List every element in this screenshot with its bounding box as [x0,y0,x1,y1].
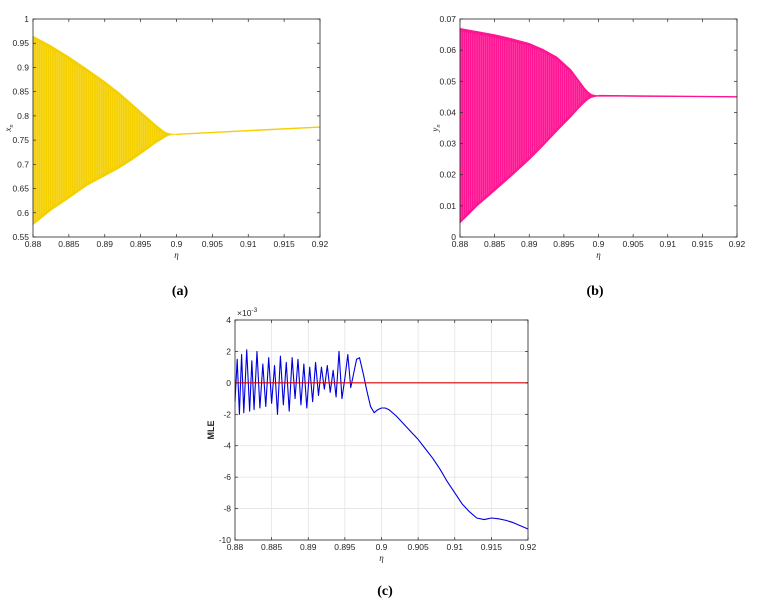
x-tick-label: 0.89 [521,239,538,249]
x-tick-label: 0.89 [96,239,113,249]
x-tick-label: 0.91 [446,542,463,552]
y-tick-label: 0.9 [17,62,29,72]
y-tick-label: 0.06 [439,45,456,55]
x-tick-label: 0.915 [481,542,503,552]
x-tick-label: 0.92 [312,239,329,249]
panel-caption: (a) [172,284,189,299]
x-tick-label: 0.89 [300,542,317,552]
y-tick-label: 0.03 [439,139,456,149]
x-axis-label: η [379,553,384,563]
x-tick-label: 0.91 [659,239,676,249]
y-tick-label: 0.04 [439,107,456,117]
panel-caption: (b) [586,284,603,299]
fixed-point-line [598,94,738,98]
x-tick-label: 0.885 [261,542,283,552]
panel-caption: (c) [377,584,393,599]
x-tick-label: 0.885 [484,239,506,249]
x-tick-label: 0.885 [58,239,80,249]
x-tick-label: 0.9 [171,239,183,249]
x-tick-label: 0.905 [407,542,429,552]
y-axis-exponent-base: ×10 [237,308,252,318]
y-tick-label: 0.01 [439,201,456,211]
y-tick-label: 1 [24,14,29,24]
y-tick-label: -6 [223,472,231,482]
y-axis-label-subscript: n [435,124,442,127]
y-tick-label: 0.8 [17,111,29,121]
x-tick-label: 0.9 [593,239,605,249]
y-tick-label: 0.95 [12,38,29,48]
x-tick-label: 0.92 [520,542,537,552]
y-tick-label: -8 [223,504,231,514]
y-axis-label: yn [430,124,442,132]
x-tick-label: 0.895 [334,542,356,552]
y-tick-label: 0.05 [439,76,456,86]
y-axis-exponent-power: -3 [251,307,257,314]
chart-panel-b: 0.88 0.885 0.89 0.895 0.9 0.905 0.91 0.915 0.92 0… [430,14,746,299]
y-tick-label: 0 [451,232,456,242]
y-tick-label: -10 [219,535,232,545]
x-tick-label: 0.88 [227,542,244,552]
fixed-point-line [176,126,321,135]
x-tick-label: 0.88 [452,239,469,249]
y-tick-label: 0.07 [439,14,456,24]
y-tick-label: -4 [223,441,231,451]
x-axis-label: η [174,250,179,260]
y-axis-label-base: y [430,128,440,133]
x-tick-label: 0.9 [376,542,388,552]
y-axis-label-base: x [3,128,13,133]
y-tick-label: 0.7 [17,159,29,169]
y-axis-label: MLE [206,421,216,440]
y-tick-label: 0.55 [12,232,29,242]
y-tick-label: 0.75 [12,135,29,145]
y-tick-label: 2 [226,346,231,356]
x-axis-label: η [596,250,601,260]
x-tick-label: 0.88 [25,239,42,249]
x-tick-label: 0.895 [130,239,152,249]
x-tick-label: 0.91 [240,239,257,249]
y-axis-exponent: ×10-3 [237,307,258,318]
mle-series-line [234,349,529,530]
y-tick-label: 0.85 [12,87,29,97]
y-tick-label: 0.65 [12,184,29,194]
y-axis-label-subscript: n [8,124,15,127]
y-tick-label: 4 [226,315,231,325]
x-tick-label: 0.92 [729,239,746,249]
x-tick-label: 0.915 [692,239,714,249]
y-axis-label: xn [3,124,15,132]
y-tick-label: 0 [226,378,231,388]
x-tick-label: 0.905 [202,239,224,249]
chart-panel-a: 0.88 0.885 0.89 0.895 0.9 0.905 0.91 0.915 0.920… [3,14,329,299]
chart-panel-c: 0.88 0.885 0.89 0.895 0.9 0.905 0.91 0.915 0.92 -… [206,307,537,599]
y-tick-label: -2 [223,409,231,419]
x-tick-label: 0.895 [553,239,575,249]
y-tick-label: 0.02 [439,170,456,180]
x-tick-label: 0.915 [273,239,295,249]
y-tick-label: 0.6 [17,208,29,218]
x-tick-label: 0.905 [622,239,644,249]
